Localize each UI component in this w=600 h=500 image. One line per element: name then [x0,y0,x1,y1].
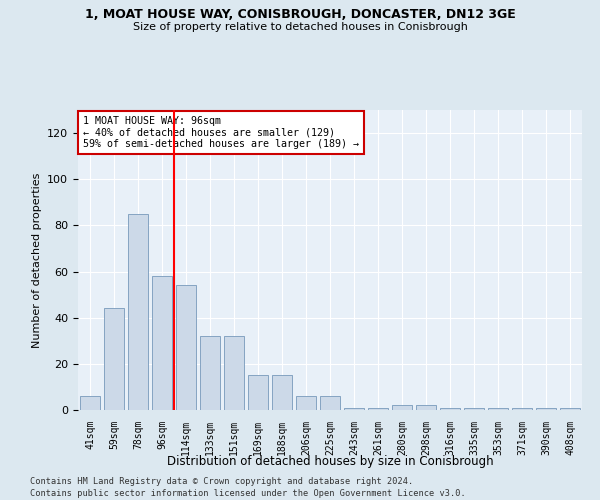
Bar [152,276,172,410]
Text: Distribution of detached houses by size in Conisbrough: Distribution of detached houses by size … [167,455,493,468]
Text: Size of property relative to detached houses in Conisbrough: Size of property relative to detached ho… [133,22,467,32]
Bar [320,396,340,410]
Text: 1, MOAT HOUSE WAY, CONISBROUGH, DONCASTER, DN12 3GE: 1, MOAT HOUSE WAY, CONISBROUGH, DONCASTE… [85,8,515,20]
Bar [368,408,388,410]
Bar [392,406,412,410]
Bar [512,408,532,410]
Bar [128,214,148,410]
Bar [272,376,292,410]
Text: Contains public sector information licensed under the Open Government Licence v3: Contains public sector information licen… [30,489,466,498]
Text: Contains HM Land Registry data © Crown copyright and database right 2024.: Contains HM Land Registry data © Crown c… [30,478,413,486]
Bar [536,408,556,410]
Bar [224,336,244,410]
Bar [416,406,436,410]
Bar [464,408,484,410]
Bar [296,396,316,410]
Y-axis label: Number of detached properties: Number of detached properties [32,172,41,348]
Bar [440,408,460,410]
Bar [248,376,268,410]
Bar [344,408,364,410]
Bar [80,396,100,410]
Bar [200,336,220,410]
Text: 1 MOAT HOUSE WAY: 96sqm
← 40% of detached houses are smaller (129)
59% of semi-d: 1 MOAT HOUSE WAY: 96sqm ← 40% of detache… [83,116,359,149]
Bar [560,408,580,410]
Bar [104,308,124,410]
Bar [176,286,196,410]
Bar [488,408,508,410]
